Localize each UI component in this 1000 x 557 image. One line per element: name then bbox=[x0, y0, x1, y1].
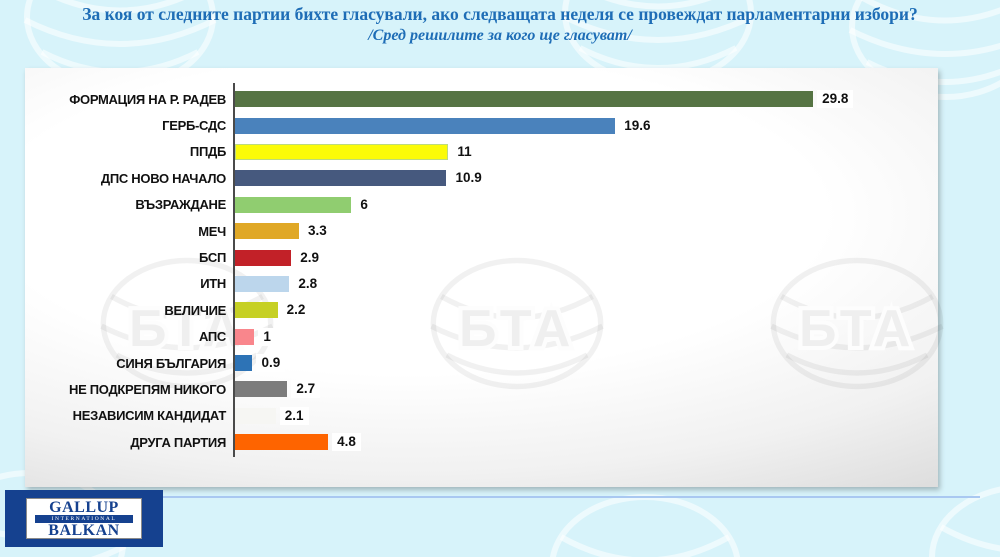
value-label: 29.8 bbox=[817, 90, 854, 109]
bar bbox=[235, 196, 352, 213]
svg-text:БТА: БТА bbox=[459, 300, 575, 358]
chart-panel: БТА БТА БТА ФОРМАЦИЯ НА Р. РАДЕВ 29.8 ГЕРБ… bbox=[25, 68, 938, 487]
svg-text:БТА: БТА bbox=[129, 300, 245, 358]
category-label: ВЕЛИЧИЕ bbox=[164, 302, 226, 318]
bar bbox=[235, 328, 255, 345]
chart-row: ГЕРБ-СДС 19.6 bbox=[25, 112, 938, 138]
y-axis-line bbox=[233, 83, 235, 457]
chart-row: АПС 1 bbox=[25, 324, 938, 350]
bta-globe-watermark-icon: БТА bbox=[97, 256, 277, 391]
value-label: 4.8 bbox=[332, 433, 361, 452]
value-label: 10.9 bbox=[450, 169, 487, 188]
bar bbox=[235, 355, 253, 372]
value-label: 11 bbox=[452, 142, 477, 161]
bar bbox=[235, 170, 447, 187]
chart-row: НЕ ПОДКРЕПЯМ НИКОГО 2.7 bbox=[25, 376, 938, 402]
svg-text:БТА: БТА bbox=[799, 300, 915, 358]
category-label: ППДБ bbox=[189, 144, 226, 160]
logo-gallup-text: GALLUP bbox=[49, 498, 119, 516]
logo-balkan-text: BALKAN bbox=[48, 521, 120, 539]
bar bbox=[235, 223, 300, 240]
value-label: 3.3 bbox=[303, 222, 332, 241]
value-label: 6 bbox=[355, 195, 373, 214]
chart-row: ФОРМАЦИЯ НА Р. РАДЕВ 29.8 bbox=[25, 86, 938, 112]
bar bbox=[235, 407, 276, 424]
bar bbox=[235, 275, 290, 292]
value-label: 19.6 bbox=[619, 116, 656, 135]
bar bbox=[235, 143, 449, 160]
bta-globe-watermark-icon: БТА bbox=[767, 256, 947, 391]
bta-globe-watermark-icon: БТА bbox=[427, 256, 607, 391]
chart-subtitle: /Сред решилите за кого ще гласуват/ bbox=[368, 27, 632, 44]
value-label: 2.2 bbox=[281, 301, 311, 320]
value-label: 0.9 bbox=[256, 354, 286, 373]
value-label: 2.8 bbox=[293, 274, 323, 293]
chart-row: БСП 2.9 bbox=[25, 244, 938, 270]
chart-row: НЕЗАВИСИМ КАНДИДАТ 2.1 bbox=[25, 403, 938, 429]
category-label: АПС bbox=[198, 329, 226, 345]
category-label: ФОРМАЦИЯ НА Р. РАДЕВ bbox=[69, 91, 226, 107]
chart-row: ИТН 2.8 bbox=[25, 271, 938, 297]
globe-watermark-icon bbox=[545, 492, 745, 557]
chart-row: ВЕЛИЧИЕ 2.2 bbox=[25, 297, 938, 323]
chart-question: За коя от следните партии бихте гласувал… bbox=[82, 4, 918, 24]
chart-row: ППДБ 11 bbox=[25, 139, 938, 165]
divider-line bbox=[163, 496, 980, 498]
category-label: БСП bbox=[198, 250, 226, 266]
category-label: СИНЯ БЪЛГАРИЯ bbox=[116, 355, 226, 371]
bar-rows: ФОРМАЦИЯ НА Р. РАДЕВ 29.8 ГЕРБ-СДС 19.6 ППДБ… bbox=[25, 86, 938, 455]
bar bbox=[235, 117, 616, 134]
value-label: 2.7 bbox=[291, 380, 321, 399]
category-label: ДРУГА ПАРТИЯ bbox=[130, 434, 226, 450]
bar bbox=[235, 434, 329, 451]
value-label: 2.1 bbox=[279, 406, 309, 425]
bar bbox=[235, 249, 292, 266]
bar bbox=[235, 91, 814, 108]
globe-watermark-icon bbox=[925, 482, 1000, 557]
category-label: МЕЧ bbox=[198, 223, 226, 239]
title-block: За коя от следните партии бихте гласувал… bbox=[0, 3, 1000, 46]
category-label: ВЪЗРАЖДАНЕ bbox=[135, 197, 226, 213]
category-label: ИТН bbox=[200, 276, 226, 292]
chart-row: СИНЯ БЪЛГАРИЯ 0.9 bbox=[25, 350, 938, 376]
chart-row: ДПС НОВО НАЧАЛО 10.9 bbox=[25, 165, 938, 191]
gallup-balkan-logo: GALLUP INTERNATIONAL BALKAN bbox=[5, 490, 163, 547]
logo-international-text: INTERNATIONAL bbox=[35, 514, 133, 523]
value-label: 1 bbox=[258, 327, 276, 346]
gallup-logo-box: GALLUP INTERNATIONAL BALKAN bbox=[26, 498, 142, 539]
chart-row: МЕЧ 3.3 bbox=[25, 218, 938, 244]
category-label: НЕЗАВИСИМ КАНДИДАТ bbox=[72, 408, 227, 424]
category-label: ГЕРБ-СДС bbox=[162, 118, 226, 134]
category-label: НЕ ПОДКРЕПЯМ НИКОГО bbox=[68, 381, 226, 397]
chart-row: ВЪЗРАЖДАНЕ 6 bbox=[25, 192, 938, 218]
value-label: 2.9 bbox=[295, 248, 325, 267]
chart-row: ДРУГА ПАРТИЯ 4.8 bbox=[25, 429, 938, 455]
category-label: ДПС НОВО НАЧАЛО bbox=[100, 170, 226, 186]
bar bbox=[235, 302, 278, 319]
bar bbox=[235, 381, 288, 398]
